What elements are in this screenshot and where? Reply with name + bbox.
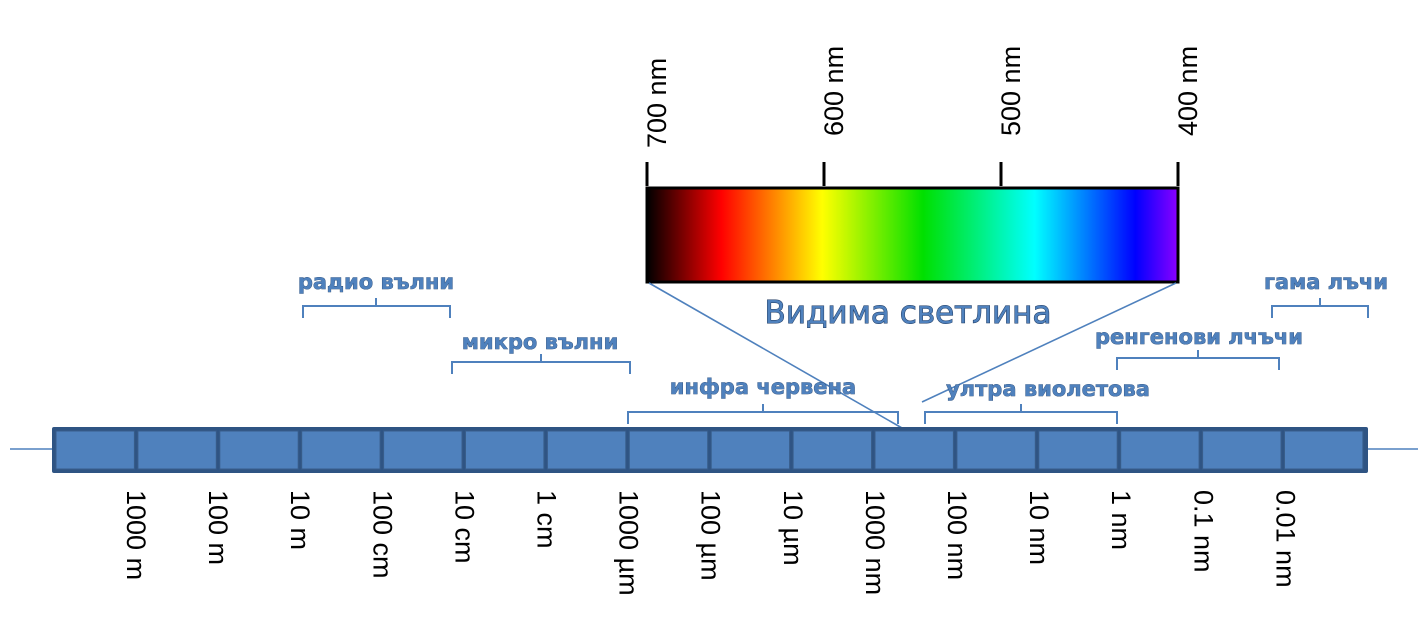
band-labels: радио вълни микро вълни инфра червена ул…: [298, 270, 1389, 402]
scale-cell: [1120, 430, 1200, 470]
scale-cell: [301, 430, 381, 470]
scale-cell: [465, 430, 545, 470]
scale-label: 1 nm: [1106, 490, 1136, 550]
bracket-radio: [302, 298, 451, 318]
band-label-micro: микро вълни: [462, 330, 619, 354]
scale-label: 100 µm: [696, 490, 726, 581]
scale-cell: [710, 430, 791, 470]
scale-label: 10 µm: [778, 490, 808, 566]
bracket-infrared: [627, 404, 899, 424]
scale-cell: [137, 430, 217, 470]
band-label-radio: радио вълни: [298, 270, 454, 294]
scale-label: 1000 nm: [860, 490, 890, 595]
band-label-gamma: гама лъчи: [1264, 270, 1388, 294]
band-label-infrared: инфра червена: [670, 375, 856, 399]
bracket-ultraviolet: [924, 404, 1118, 424]
scale-cell: [956, 430, 1036, 470]
scale-cell: [1038, 430, 1118, 470]
scale-cell: [546, 430, 627, 470]
connector-right: [921, 282, 1177, 403]
scale-cell: [874, 430, 954, 470]
scale-cells: [55, 430, 1364, 470]
visible-spectrum-bar: [645, 186, 1180, 284]
tick-label-500nm: 500 nm: [996, 46, 1026, 136]
band-label-ultraviolet: ултра виолетова: [946, 377, 1150, 401]
tick-label-600nm: 600 nm: [819, 46, 849, 136]
scale-label: 1 cm: [532, 490, 562, 549]
scale-label: 10 m: [285, 490, 315, 550]
scale-cell: [219, 430, 299, 470]
scale-label: 10 nm: [1024, 490, 1054, 565]
scale-label: 1000 m: [121, 490, 151, 580]
bracket-gamma: [1271, 298, 1369, 318]
connector-left: [648, 282, 903, 429]
scale-label: 10 cm: [449, 490, 479, 564]
scale-cell: [1284, 430, 1364, 470]
scale-label: 0.01 nm: [1270, 490, 1300, 588]
scale-cell: [55, 430, 135, 470]
band-label-xray: ренгенови лчъчи: [1095, 325, 1303, 349]
visible-light-title: Видима светлина: [765, 295, 1052, 331]
scale-label: 1000 µm: [614, 490, 644, 596]
scale-cell: [383, 430, 463, 470]
bracket-micro: [451, 354, 631, 374]
scale-label: 0.1 nm: [1188, 490, 1218, 573]
scale-cell: [792, 430, 872, 470]
scale-label: 100 cm: [367, 490, 397, 579]
scale-labels: 1000 m 100 m 10 m 100 cm 10 cm 1 cm 1000 µm 100…: [121, 490, 1300, 596]
scale-label: 100 nm: [942, 490, 972, 580]
scale-label: 100 m: [203, 490, 233, 565]
visible-ticks: 700 nm 600 nm 500 nm 400 nm: [642, 46, 1203, 186]
scale-cell: [1202, 430, 1282, 470]
tick-label-400nm: 400 nm: [1173, 46, 1203, 136]
bracket-xray: [1116, 350, 1280, 370]
band-brackets: [302, 298, 1369, 424]
scale-cell: [628, 430, 709, 470]
visible-connectors: [648, 282, 1177, 429]
tick-label-700nm: 700 nm: [642, 58, 672, 148]
